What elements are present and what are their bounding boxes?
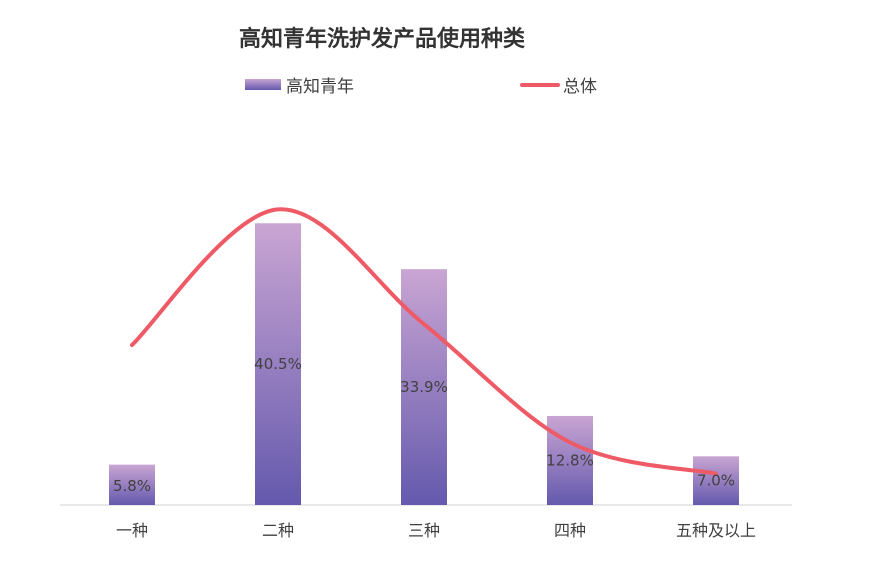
legend-item-line[interactable]: 总体 [520, 77, 597, 97]
data-label-5: 7.0% [697, 472, 735, 490]
bar-4[interactable] [547, 415, 593, 505]
legend-label-bar: 高知青年 [286, 77, 354, 97]
x-tick-label-5: 五种及以上 [676, 521, 756, 540]
legend-item-bar[interactable]: 高知青年 [245, 77, 354, 97]
legend-label-line: 总体 [563, 77, 597, 97]
data-label-4: 12.8% [546, 451, 594, 469]
bar-5[interactable] [693, 456, 739, 505]
legend-bar-swatch [245, 79, 281, 90]
data-label-1: 5.8% [113, 477, 151, 495]
data-labels: 5.8% 40.5% 33.9% 12.8% 7.0% [113, 355, 735, 495]
data-label-2: 40.5% [254, 355, 302, 373]
bar-2[interactable] [255, 223, 301, 505]
x-tick-label-3: 三种 [408, 521, 440, 540]
line-overall[interactable] [130, 207, 718, 476]
x-tick-label-2: 二种 [262, 521, 294, 540]
legend: 高知青年 总体 [245, 77, 597, 97]
x-tick-label-1: 一种 [116, 521, 148, 540]
x-axis-ticks: 一种 二种 三种 四种 五种及以上 [116, 521, 756, 540]
chart-title: 高知青年洗护发产品使用种类 [239, 26, 526, 52]
bar-1[interactable] [109, 464, 155, 505]
x-tick-label-4: 四种 [554, 521, 586, 540]
data-label-3: 33.9% [400, 378, 448, 396]
bar-series [109, 223, 739, 505]
line-series [130, 207, 718, 476]
